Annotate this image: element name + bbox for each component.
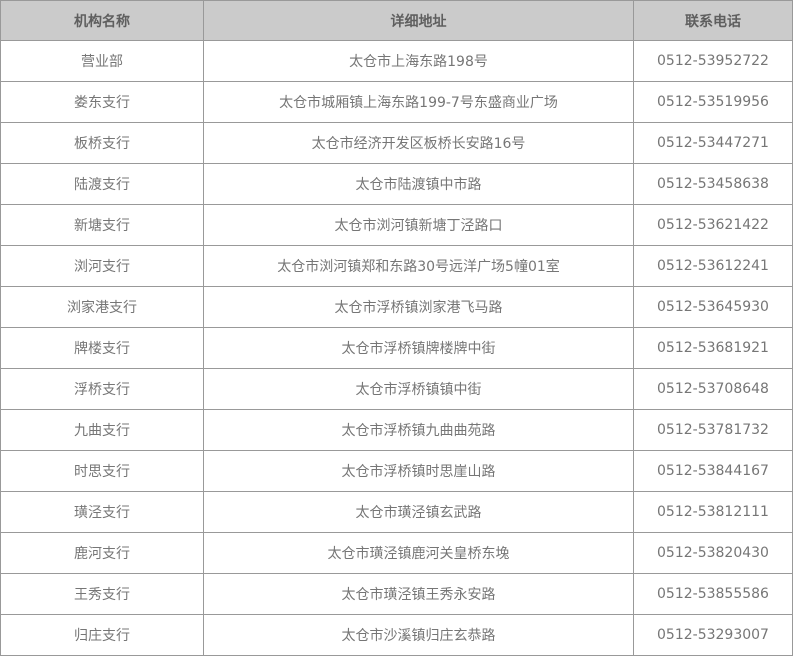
table-header: 机构名称 详细地址 联系电话: [0, 0, 793, 41]
address-cell: 太仓市陆渡镇中市路: [203, 163, 634, 205]
address-cell: 太仓市上海东路198号: [203, 40, 634, 82]
phone-cell: 0512-53293007: [633, 614, 793, 656]
phone-cell: 0512-53447271: [633, 122, 793, 164]
table-row: 璜泾支行 太仓市璜泾镇玄武路 0512-53812111: [0, 491, 793, 533]
address-cell: 太仓市浮桥镇镇中街: [203, 368, 634, 410]
phone-cell: 0512-53708648: [633, 368, 793, 410]
address-cell: 太仓市浏河镇郑和东路30号远洋广场5幢01室: [203, 245, 634, 287]
branch-name-cell: 新塘支行: [0, 204, 204, 246]
address-cell: 太仓市璜泾镇鹿河关皇桥东堍: [203, 532, 634, 574]
table-row: 鹿河支行 太仓市璜泾镇鹿河关皇桥东堍 0512-53820430: [0, 532, 793, 574]
table-row: 时思支行 太仓市浮桥镇时思崖山路 0512-53844167: [0, 450, 793, 492]
phone-cell: 0512-53820430: [633, 532, 793, 574]
header-phone: 联系电话: [633, 0, 793, 41]
branch-name-cell: 浏河支行: [0, 245, 204, 287]
phone-cell: 0512-53855586: [633, 573, 793, 615]
address-cell: 太仓市浮桥镇浏家港飞马路: [203, 286, 634, 328]
address-cell: 太仓市璜泾镇玄武路: [203, 491, 634, 533]
phone-cell: 0512-53645930: [633, 286, 793, 328]
phone-cell: 0512-53681921: [633, 327, 793, 369]
table-row: 娄东支行 太仓市城厢镇上海东路199-7号东盛商业广场 0512-53519956: [0, 81, 793, 123]
address-cell: 太仓市浮桥镇九曲曲苑路: [203, 409, 634, 451]
branch-name-cell: 九曲支行: [0, 409, 204, 451]
table-body: 营业部 太仓市上海东路198号 0512-53952722 娄东支行 太仓市城厢镇上海东…: [0, 40, 793, 656]
table-row: 王秀支行 太仓市璜泾镇王秀永安路 0512-53855586: [0, 573, 793, 615]
branch-name-cell: 陆渡支行: [0, 163, 204, 205]
branch-name-cell: 娄东支行: [0, 81, 204, 123]
branch-name-cell: 营业部: [0, 40, 204, 82]
table-row: 归庄支行 太仓市沙溪镇归庄玄恭路 0512-53293007: [0, 614, 793, 656]
table-row: 浏河支行 太仓市浏河镇郑和东路30号远洋广场5幢01室 0512-53612241: [0, 245, 793, 287]
table-row: 营业部 太仓市上海东路198号 0512-53952722: [0, 40, 793, 82]
address-cell: 太仓市城厢镇上海东路199-7号东盛商业广场: [203, 81, 634, 123]
table-row: 九曲支行 太仓市浮桥镇九曲曲苑路 0512-53781732: [0, 409, 793, 451]
address-cell: 太仓市浏河镇新塘丁泾路口: [203, 204, 634, 246]
branch-name-cell: 浮桥支行: [0, 368, 204, 410]
phone-cell: 0512-53458638: [633, 163, 793, 205]
header-branch-name: 机构名称: [0, 0, 204, 41]
branch-name-cell: 浏家港支行: [0, 286, 204, 328]
branch-name-cell: 板桥支行: [0, 122, 204, 164]
branch-name-cell: 牌楼支行: [0, 327, 204, 369]
phone-cell: 0512-53519956: [633, 81, 793, 123]
phone-cell: 0512-53844167: [633, 450, 793, 492]
phone-cell: 0512-53812111: [633, 491, 793, 533]
table-row: 牌楼支行 太仓市浮桥镇牌楼牌中街 0512-53681921: [0, 327, 793, 369]
address-cell: 太仓市璜泾镇王秀永安路: [203, 573, 634, 615]
branch-name-cell: 时思支行: [0, 450, 204, 492]
phone-cell: 0512-53781732: [633, 409, 793, 451]
branch-name-cell: 璜泾支行: [0, 491, 204, 533]
phone-cell: 0512-53612241: [633, 245, 793, 287]
address-cell: 太仓市浮桥镇时思崖山路: [203, 450, 634, 492]
table-row: 浮桥支行 太仓市浮桥镇镇中街 0512-53708648: [0, 368, 793, 410]
branch-name-cell: 鹿河支行: [0, 532, 204, 574]
table-row: 新塘支行 太仓市浏河镇新塘丁泾路口 0512-53621422: [0, 204, 793, 246]
address-cell: 太仓市浮桥镇牌楼牌中街: [203, 327, 634, 369]
table-row: 陆渡支行 太仓市陆渡镇中市路 0512-53458638: [0, 163, 793, 205]
header-address: 详细地址: [203, 0, 634, 41]
table-row: 板桥支行 太仓市经济开发区板桥长安路16号 0512-53447271: [0, 122, 793, 164]
table-row: 浏家港支行 太仓市浮桥镇浏家港飞马路 0512-53645930: [0, 286, 793, 328]
branch-name-cell: 王秀支行: [0, 573, 204, 615]
phone-cell: 0512-53621422: [633, 204, 793, 246]
address-cell: 太仓市经济开发区板桥长安路16号: [203, 122, 634, 164]
phone-cell: 0512-53952722: [633, 40, 793, 82]
address-cell: 太仓市沙溪镇归庄玄恭路: [203, 614, 634, 656]
header-row: 机构名称 详细地址 联系电话: [0, 0, 793, 41]
branch-name-cell: 归庄支行: [0, 614, 204, 656]
